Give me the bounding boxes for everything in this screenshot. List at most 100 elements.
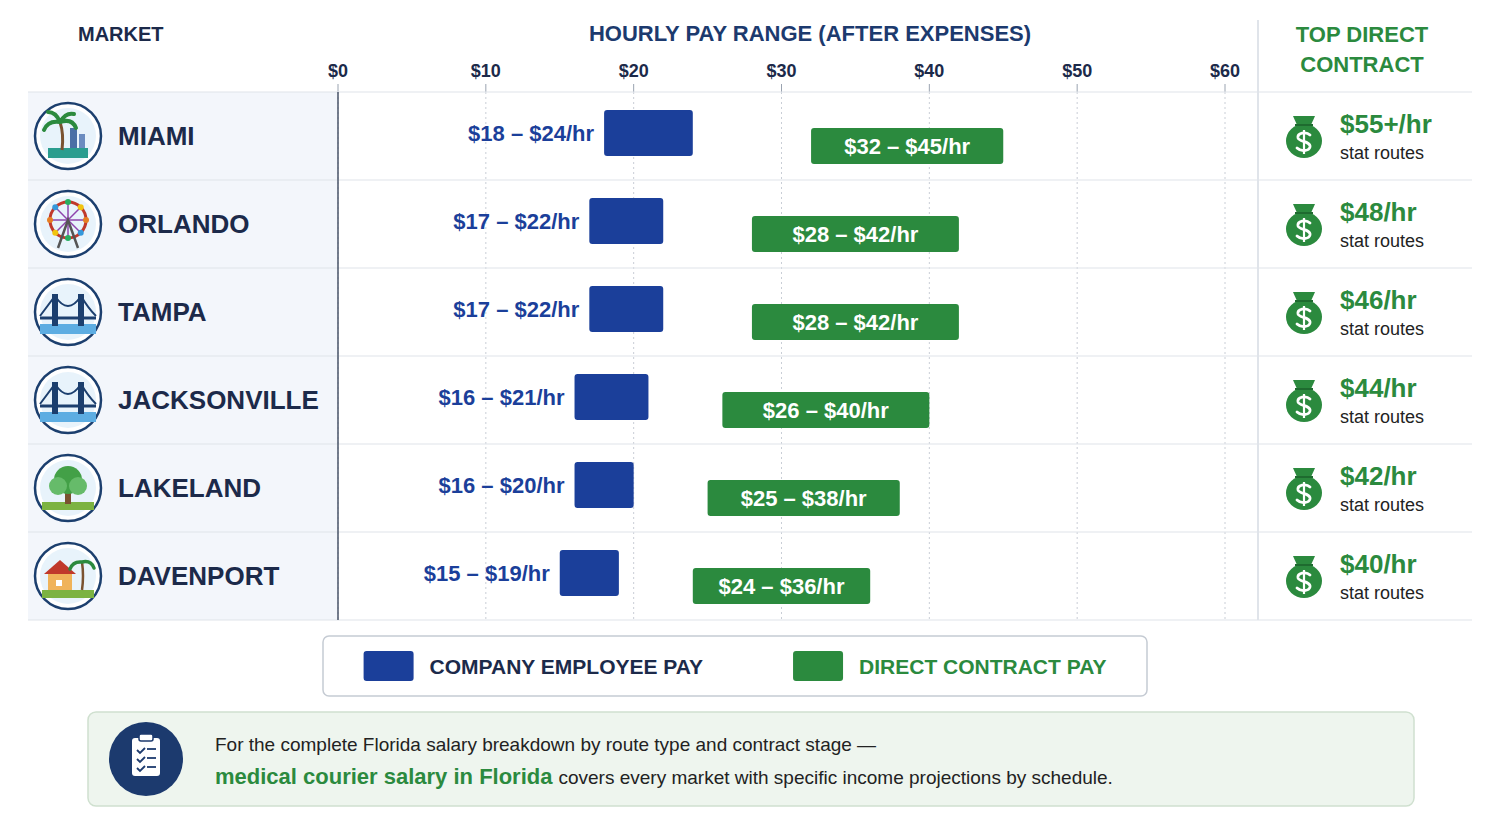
shape [1303, 306, 1305, 330]
tick-mark [929, 84, 930, 92]
range-bar [575, 462, 634, 508]
icon-bg [40, 108, 96, 164]
market-icon [35, 543, 101, 609]
shape [1293, 380, 1315, 389]
shape [49, 477, 67, 495]
top-contract-value: $55+/hr [1340, 109, 1432, 139]
money-bag-icon [1286, 204, 1322, 246]
shape [1295, 124, 1313, 126]
range-bar [752, 216, 959, 252]
shape [35, 455, 101, 521]
legend-swatch [364, 651, 414, 681]
data-label: $25 – $38/hr [741, 486, 867, 511]
icon-bg [40, 196, 96, 252]
footnote: For the complete Florida salary breakdow… [88, 712, 1414, 806]
legend: COMPANY EMPLOYEE PAY DIRECT CONTRACT PAY [323, 636, 1147, 696]
shape [1303, 218, 1305, 242]
shape [52, 204, 58, 210]
shape [35, 103, 101, 169]
check [137, 766, 145, 771]
tick-label: $40 [914, 61, 944, 81]
tick-mark [633, 84, 634, 92]
check-line [147, 748, 156, 750]
top-contract-note: stat routes [1340, 319, 1424, 339]
shape [78, 204, 84, 210]
tick-mark [338, 84, 339, 92]
shape [79, 134, 85, 148]
shape [40, 317, 96, 320]
data-label: $32 – $45/hr [844, 134, 970, 159]
row-separator [28, 355, 1472, 356]
shape [44, 112, 76, 130]
data-label: $28 – $42/hr [792, 310, 918, 335]
axis-line [337, 92, 339, 620]
data-label: $17 – $22/hr [453, 209, 579, 234]
shape [60, 122, 63, 150]
market-icon [35, 367, 101, 433]
icon-bg [40, 372, 96, 428]
shape [1295, 564, 1313, 566]
column-header: MARKET [78, 23, 164, 45]
tick-label: $30 [766, 61, 796, 81]
icon-bg [40, 284, 96, 340]
footnote-box [88, 712, 1414, 806]
money-bag-icon [1286, 116, 1322, 158]
clipboard-clip [139, 734, 153, 741]
tick-mark [485, 84, 486, 92]
shape [40, 296, 96, 316]
icon-bg [40, 460, 96, 516]
tick-label: $10 [471, 61, 501, 81]
data-labels: $32 – $45/hr$18 – $24/hr$28 – $42/hr$17 … [424, 121, 971, 599]
footnote-line: medical courier salary in Floridacovers … [215, 764, 1113, 789]
range-bar [811, 128, 1003, 164]
category-label: TAMPA [118, 297, 207, 327]
shape [40, 384, 96, 404]
top-contract-value: $48/hr [1340, 197, 1417, 227]
shape [1293, 292, 1315, 301]
shape [1303, 130, 1305, 154]
top-contract-note: stat routes [1340, 407, 1424, 427]
shape [1303, 570, 1305, 594]
shape [1286, 476, 1322, 510]
shape [70, 562, 94, 569]
footnote-text: covers every market with specific income… [558, 767, 1112, 788]
market-icon [35, 455, 101, 521]
category-label: JACKSONVILLE [118, 385, 319, 415]
range-bar [560, 550, 619, 596]
market-icon [35, 191, 101, 257]
grid-line [338, 92, 339, 620]
tick-label: $20 [619, 61, 649, 81]
shape [42, 590, 94, 598]
column-separator [1257, 20, 1259, 620]
row-separator [28, 619, 1472, 620]
shape [1303, 394, 1305, 418]
icon-bg [40, 548, 96, 604]
legend-swatch [793, 651, 843, 681]
top-contract-note: stat routes [1340, 495, 1424, 515]
shape [56, 580, 62, 586]
shape [35, 543, 101, 609]
shape [40, 405, 96, 408]
top-contract-value: $40/hr [1340, 549, 1417, 579]
shape [1286, 212, 1322, 246]
money-bag-icon [1286, 380, 1322, 422]
check-line [147, 757, 156, 759]
range-bar [708, 480, 900, 516]
legend-label: COMPANY EMPLOYEE PAY [430, 655, 703, 678]
shape [1293, 204, 1315, 213]
money-bag-icon [1286, 468, 1322, 510]
shape [69, 477, 87, 495]
shape [1293, 468, 1315, 477]
row-separator [28, 91, 1472, 92]
shape [58, 220, 78, 248]
header-line: CONTRACT [1300, 52, 1424, 77]
tick-label: $0 [328, 61, 348, 81]
shape [40, 324, 96, 334]
data-label: $24 – $36/hr [719, 574, 845, 599]
shape [82, 562, 83, 590]
legend-label: DIRECT CONTRACT PAY [859, 655, 1106, 678]
check-line [147, 766, 156, 768]
top-contract-value: $42/hr [1340, 461, 1417, 491]
shape [48, 574, 72, 590]
shape [65, 235, 71, 241]
